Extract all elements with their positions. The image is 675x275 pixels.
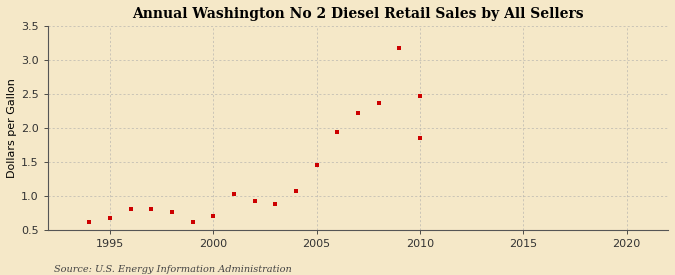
Point: [414, 94, 425, 98]
Point: [352, 111, 363, 115]
Point: [394, 46, 405, 50]
Point: [105, 216, 115, 221]
Point: [414, 136, 425, 141]
Title: Annual Washington No 2 Diesel Retail Sales by All Sellers: Annual Washington No 2 Diesel Retail Sal…: [132, 7, 584, 21]
Point: [229, 192, 240, 196]
Point: [311, 163, 322, 167]
Point: [167, 210, 178, 214]
Point: [332, 130, 343, 134]
Point: [208, 214, 219, 218]
Point: [125, 207, 136, 212]
Text: Source: U.S. Energy Information Administration: Source: U.S. Energy Information Administ…: [54, 265, 292, 274]
Point: [84, 219, 95, 224]
Point: [270, 202, 281, 206]
Y-axis label: Dollars per Gallon: Dollars per Gallon: [7, 78, 17, 178]
Point: [146, 207, 157, 212]
Point: [187, 219, 198, 224]
Point: [290, 189, 301, 193]
Point: [249, 199, 260, 204]
Point: [373, 101, 384, 105]
